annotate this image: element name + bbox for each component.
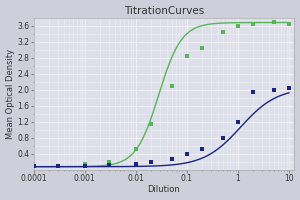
Point xyxy=(220,136,225,139)
Point xyxy=(134,162,138,166)
Point xyxy=(31,165,36,168)
Point xyxy=(169,157,174,160)
Point xyxy=(251,90,256,93)
Point xyxy=(184,54,189,57)
Point xyxy=(149,122,154,125)
X-axis label: Dilution: Dilution xyxy=(148,185,180,194)
Point xyxy=(56,164,60,168)
Point xyxy=(200,46,205,49)
Point xyxy=(56,164,60,167)
Point xyxy=(107,163,112,166)
Point xyxy=(236,121,240,124)
Point xyxy=(271,88,276,91)
Point xyxy=(220,30,225,33)
Point xyxy=(82,162,87,166)
Title: TitrationCurves: TitrationCurves xyxy=(124,6,204,16)
Point xyxy=(251,22,256,25)
Point xyxy=(82,164,87,167)
Point xyxy=(271,20,276,23)
Y-axis label: Mean Optical Density: Mean Optical Density xyxy=(6,49,15,139)
Point xyxy=(287,86,292,89)
Point xyxy=(184,153,189,156)
Point xyxy=(287,22,292,25)
Point xyxy=(134,147,138,150)
Point xyxy=(200,147,205,150)
Point xyxy=(149,161,154,164)
Point xyxy=(169,84,174,87)
Point xyxy=(31,165,36,168)
Point xyxy=(236,24,240,27)
Point xyxy=(107,161,112,164)
